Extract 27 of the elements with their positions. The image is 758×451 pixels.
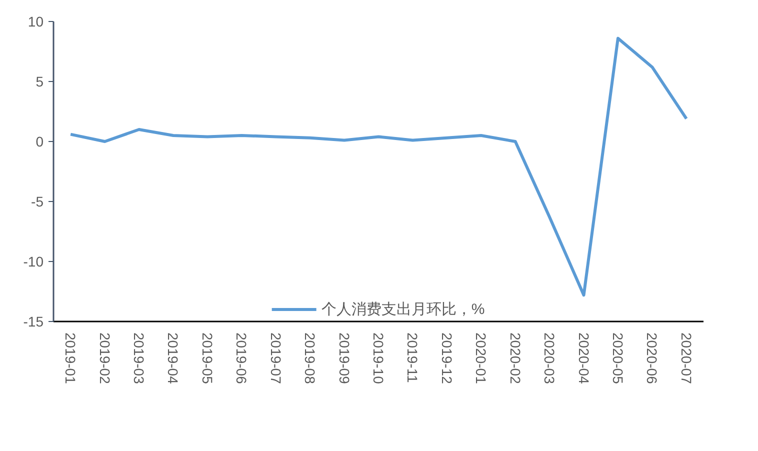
y-tick-label: 10 [28,14,44,30]
x-tick-label: 2020-03 [542,332,558,384]
x-tick-label: 2019-02 [96,332,113,384]
y-tick-label: 0 [36,134,44,150]
x-tick-label: 2019-10 [370,332,386,384]
x-tick-label: 2019-05 [199,332,216,384]
legend-label: 个人消费支出月环比，% [321,300,485,318]
x-tick-label: 2020-04 [576,332,592,384]
x-tick-label: 2019-11 [404,332,421,384]
x-tick-label: 2020-01 [473,332,490,384]
x-tick-label: 2019-08 [302,332,318,384]
x-tick-label: 2019-07 [268,332,284,384]
y-tick-label: -10 [23,254,44,270]
x-tick-label: 2020-05 [610,332,626,384]
x-tick-label: 2019-04 [165,332,182,384]
x-tick-label: 2019-01 [62,332,79,384]
y-tick-label: 5 [36,74,44,90]
x-tick-label: 2019-12 [438,332,455,384]
x-tick-label: 2019-03 [131,332,148,384]
y-tick-label: -5 [31,194,44,210]
x-tick-label: 2020-06 [644,332,660,384]
line-series [69,36,688,297]
x-tick-label: 2020-07 [678,332,694,384]
x-tick-label: 2019-06 [234,332,250,384]
x-tick-label: 2019-09 [336,332,352,384]
y-tick-label: -15 [23,314,44,330]
x-tick-label: 2020-02 [507,332,524,384]
